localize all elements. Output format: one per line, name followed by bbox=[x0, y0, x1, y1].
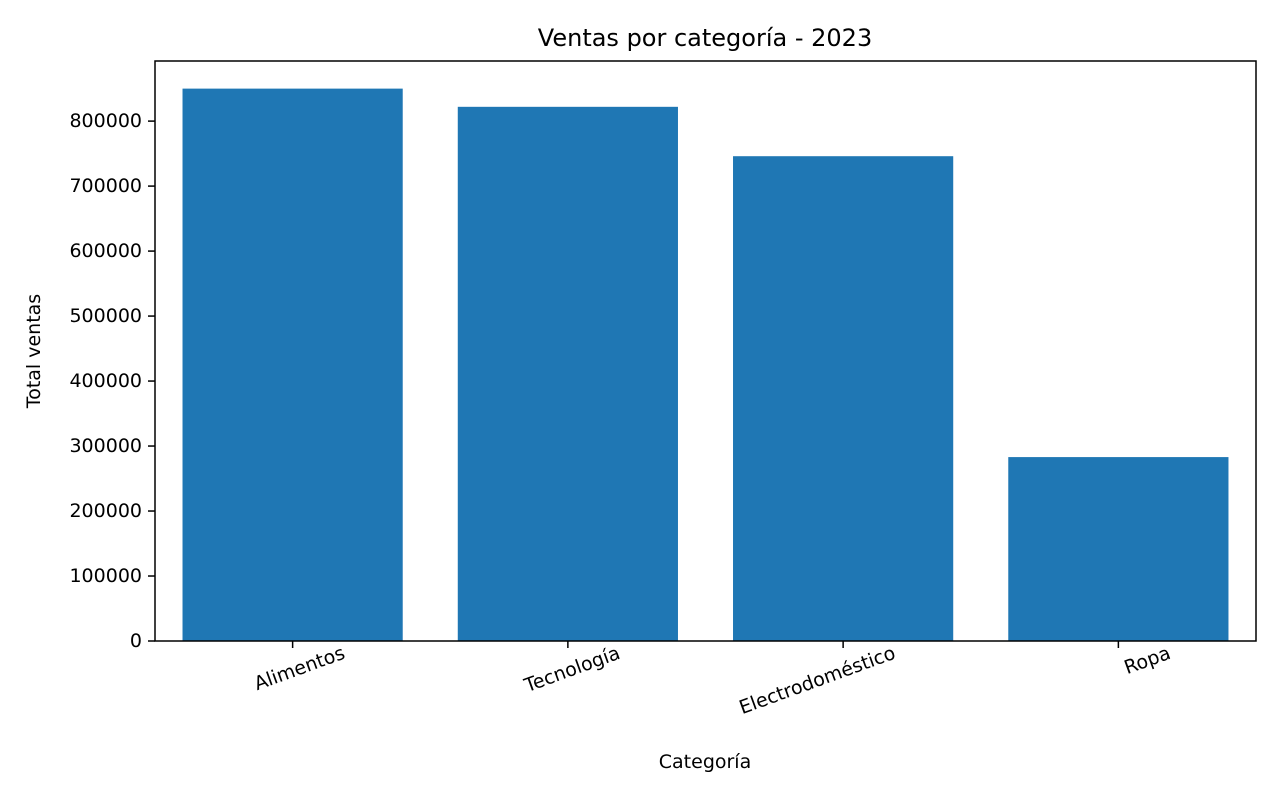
bar-3 bbox=[733, 156, 954, 641]
plot-frame bbox=[154, 60, 1257, 642]
bar-1 bbox=[182, 88, 403, 642]
bar-2 bbox=[457, 106, 678, 641]
x-axis-label: Categoría bbox=[659, 751, 751, 773]
y-tick-label: 800000 bbox=[69, 110, 142, 132]
y-tick-label: 700000 bbox=[69, 175, 142, 197]
y-tick-label: 600000 bbox=[69, 240, 142, 262]
bar-4 bbox=[1008, 457, 1229, 641]
chart-title: Ventas por categoría - 2023 bbox=[538, 24, 872, 52]
y-tick-label: 400000 bbox=[69, 370, 142, 392]
y-tick-label: 200000 bbox=[69, 500, 142, 522]
y-tick-label: 500000 bbox=[69, 305, 142, 327]
y-tick-label: 100000 bbox=[69, 565, 142, 587]
y-tick-label: 300000 bbox=[69, 435, 142, 457]
y-axis-label: Total ventas bbox=[23, 294, 45, 409]
bars-layer bbox=[182, 88, 1229, 642]
y-axis: 0 100000 200000 300000 400000 500000 600000 700… bbox=[69, 110, 155, 652]
y-tick-label: 0 bbox=[130, 630, 142, 652]
